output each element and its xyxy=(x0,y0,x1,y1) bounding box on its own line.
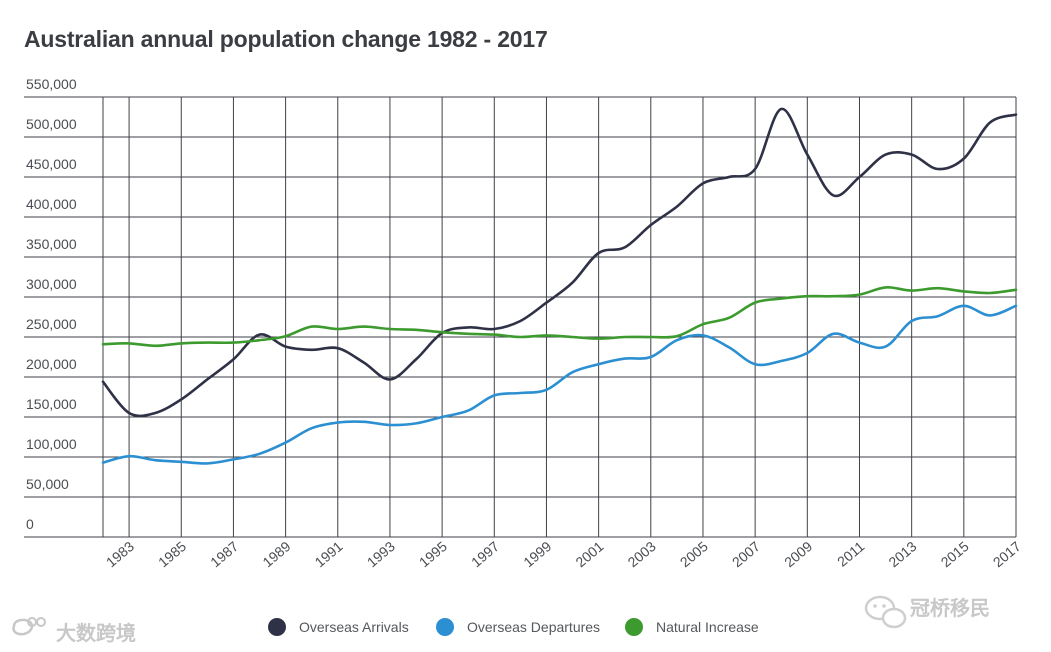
x-tick-label: 2011 xyxy=(834,538,868,570)
y-tick-label: 100,000 xyxy=(26,436,77,452)
x-tick-label: 2005 xyxy=(677,538,711,570)
y-tick-label: 550,000 xyxy=(26,76,77,92)
x-tick-label: 2001 xyxy=(572,538,606,570)
watermark-left: 大数跨境 xyxy=(12,617,136,645)
grid xyxy=(24,96,1017,538)
legend-marker-natural-increase xyxy=(625,618,643,636)
x-tick-label: 1993 xyxy=(364,538,398,570)
y-axis: 0 50,000 100,000 150,000 200,000 250,000 300,0… xyxy=(26,76,77,532)
series-line-overseas-departures xyxy=(101,304,1018,465)
x-tick-label: 2007 xyxy=(729,538,763,570)
y-tick-label: 500,000 xyxy=(26,116,77,132)
y-tick-label: 50,000 xyxy=(26,476,69,492)
x-tick-label: 1987 xyxy=(207,538,241,570)
watermark-right: 冠桥移民 xyxy=(864,595,990,629)
weibo-logo-icon xyxy=(12,617,46,636)
legend-label-overseas-departures: Overseas Departures xyxy=(467,619,600,635)
y-tick-label: 300,000 xyxy=(26,276,77,292)
x-tick-label: 2013 xyxy=(885,538,919,570)
x-tick-label: 2015 xyxy=(938,538,972,570)
x-tick-label: 1985 xyxy=(155,538,189,570)
x-axis: 1983 1985 1987 1989 1991 1993 1995 1997 1999 2001… xyxy=(103,538,1024,570)
legend-marker-overseas-arrivals xyxy=(268,618,286,636)
y-tick-label: 150,000 xyxy=(26,396,77,412)
y-tick-label: 400,000 xyxy=(26,196,77,212)
x-tick-label: 1983 xyxy=(103,538,137,570)
chart-title: Australian annual population change 1982… xyxy=(24,26,548,52)
x-tick-label: 2003 xyxy=(625,538,659,570)
series-lines xyxy=(101,107,1018,465)
x-tick-label: 1991 xyxy=(312,538,346,570)
legend: Overseas Arrivals Overseas Departures Natu… xyxy=(268,618,759,636)
watermark-left-text: 大数跨境 xyxy=(56,621,136,645)
y-tick-label: 250,000 xyxy=(26,316,77,332)
y-tick-label: 350,000 xyxy=(26,236,77,252)
legend-marker-overseas-departures xyxy=(436,618,454,636)
y-tick-label: 200,000 xyxy=(26,356,77,372)
y-tick-label: 450,000 xyxy=(26,156,77,172)
legend-label-overseas-arrivals: Overseas Arrivals xyxy=(299,619,409,635)
wechat-logo-icon xyxy=(864,595,907,629)
x-tick-label: 2009 xyxy=(781,538,815,570)
y-tick-label: 0 xyxy=(26,516,34,532)
legend-label-natural-increase: Natural Increase xyxy=(656,619,759,635)
watermark-right-text: 冠桥移民 xyxy=(910,597,990,620)
series-line-natural-increase xyxy=(101,286,1018,348)
series-line-overseas-arrivals xyxy=(101,107,1018,418)
x-tick-label: 1997 xyxy=(468,538,502,570)
x-tick-label: 1989 xyxy=(259,538,293,570)
x-tick-label: 1999 xyxy=(520,538,554,570)
x-tick-label: 2017 xyxy=(990,538,1024,570)
x-tick-label: 1995 xyxy=(416,538,450,570)
